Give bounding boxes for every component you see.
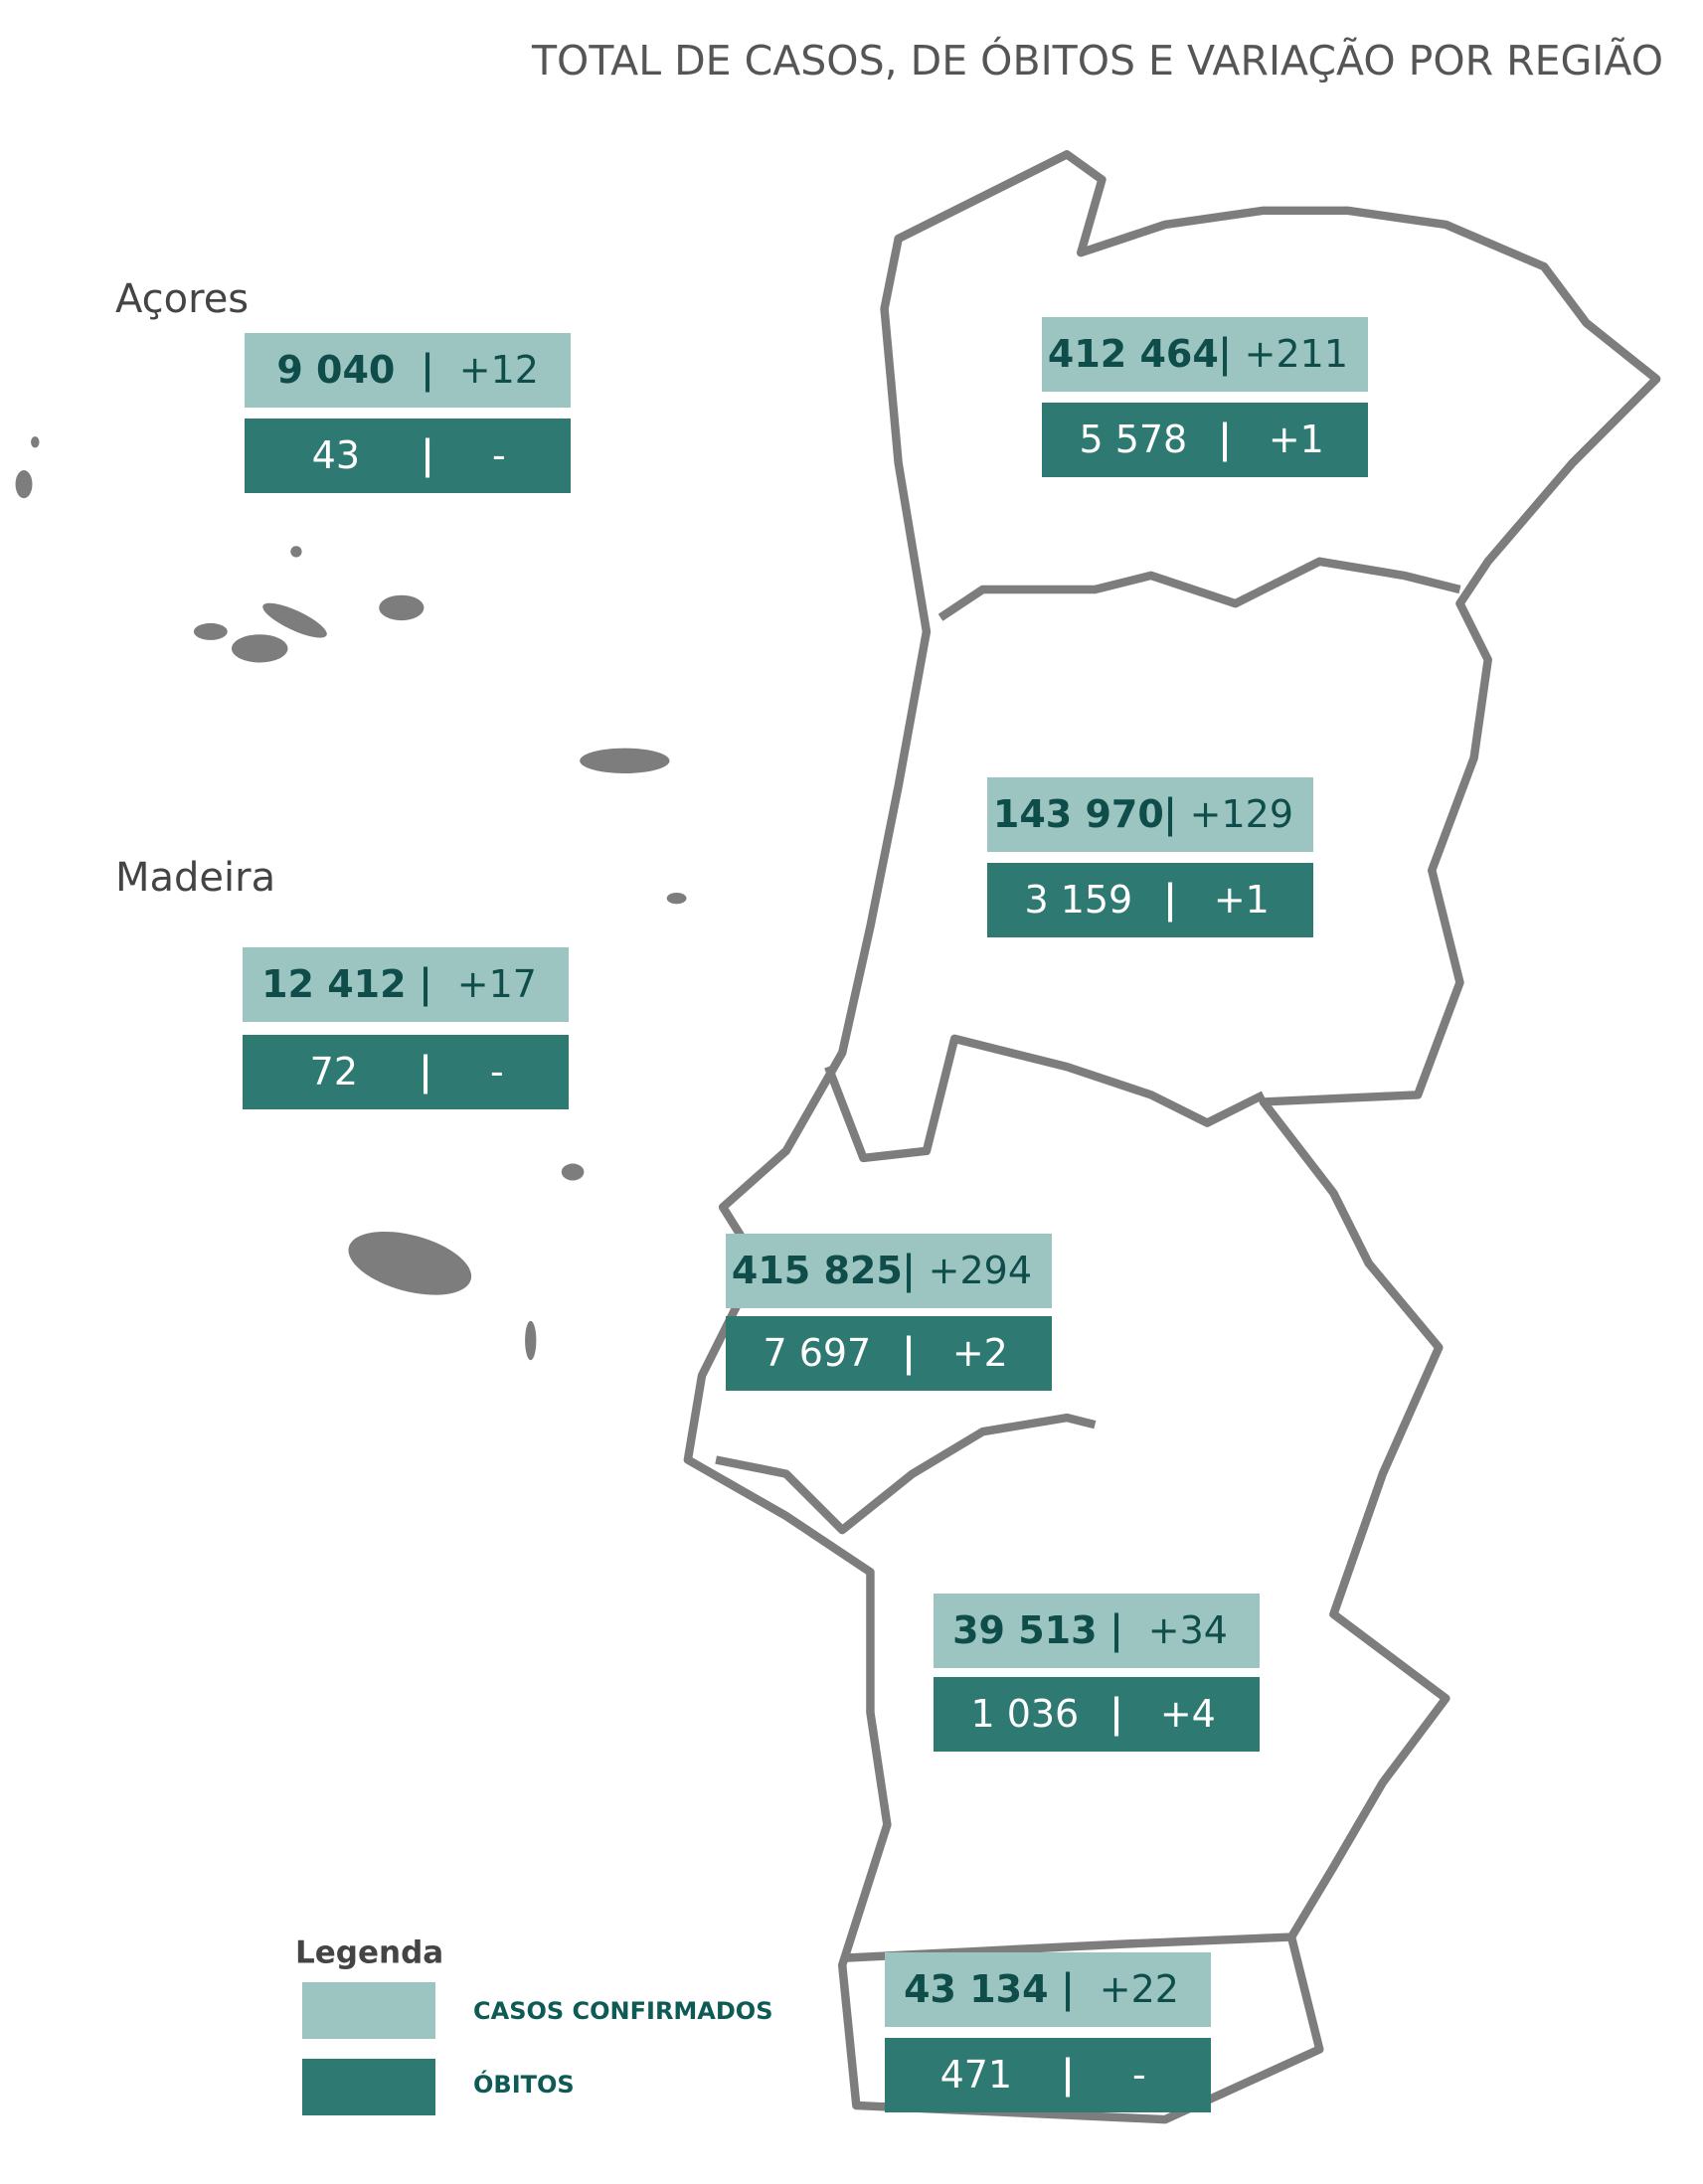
deaths-box bbox=[934, 1677, 1260, 1752]
deaths-change: - bbox=[490, 1050, 504, 1093]
separator bbox=[1223, 336, 1228, 377]
cases-value: 143 970 bbox=[993, 792, 1164, 836]
region-name: Açores bbox=[115, 276, 249, 322]
cases-box bbox=[245, 333, 571, 408]
cases-change: +34 bbox=[1148, 1608, 1228, 1652]
deaths-value: 43 bbox=[312, 433, 360, 477]
cases-box bbox=[885, 1952, 1211, 2027]
separator bbox=[1168, 796, 1173, 837]
deaths-box bbox=[243, 1035, 569, 1109]
deaths-value: 7 697 bbox=[763, 1331, 871, 1375]
legend-swatch bbox=[302, 2059, 435, 2115]
deaths-change: - bbox=[492, 433, 506, 477]
cases-box bbox=[934, 1594, 1260, 1668]
separator bbox=[424, 1054, 428, 1094]
title: TOTAL DE CASOS, DE ÓBITOS E VARIAÇÃO POR… bbox=[531, 37, 1663, 84]
deaths-change: +2 bbox=[952, 1331, 1008, 1375]
region-name: Madeira bbox=[115, 855, 275, 901]
deaths-change: +4 bbox=[1160, 1692, 1216, 1736]
deaths-box bbox=[1042, 403, 1368, 477]
deaths-value: 1 036 bbox=[970, 1692, 1079, 1736]
deaths-box bbox=[726, 1316, 1052, 1391]
cases-box bbox=[987, 777, 1313, 852]
deaths-box bbox=[245, 419, 571, 493]
cases-value: 415 825 bbox=[732, 1249, 903, 1292]
separator bbox=[426, 352, 430, 393]
separator bbox=[1066, 1971, 1071, 2012]
deaths-change: +1 bbox=[1214, 878, 1270, 922]
separator bbox=[907, 1335, 912, 1376]
separator bbox=[907, 1253, 912, 1293]
separator bbox=[1114, 1696, 1119, 1737]
deaths-value: 5 578 bbox=[1079, 418, 1187, 461]
separator bbox=[1066, 2057, 1071, 2098]
deaths-value: 471 bbox=[940, 2053, 1013, 2097]
legend-swatch bbox=[302, 1982, 435, 2039]
deaths-value: 3 159 bbox=[1024, 878, 1132, 922]
cases-value: 9 040 bbox=[276, 348, 395, 392]
deaths-value: 72 bbox=[310, 1050, 358, 1093]
deaths-box bbox=[987, 863, 1313, 937]
legend-label: ÓBITOS bbox=[473, 2069, 575, 2099]
cases-value: 43 134 bbox=[904, 1967, 1048, 2011]
deaths-box bbox=[885, 2038, 1211, 2112]
cases-change: +129 bbox=[1190, 792, 1293, 836]
separator bbox=[1114, 1612, 1119, 1653]
deaths-change: +1 bbox=[1269, 418, 1324, 461]
cases-box bbox=[726, 1234, 1052, 1308]
cases-box bbox=[243, 947, 569, 1022]
deaths-change: - bbox=[1132, 2053, 1146, 2097]
cases-change: +22 bbox=[1100, 1967, 1179, 2011]
separator bbox=[424, 966, 428, 1007]
legend-title: Legenda bbox=[295, 1935, 443, 1971]
separator bbox=[426, 437, 430, 478]
cases-box bbox=[1042, 317, 1368, 392]
cases-value: 39 513 bbox=[952, 1608, 1097, 1652]
cases-change: +17 bbox=[457, 962, 537, 1006]
separator bbox=[1223, 421, 1228, 462]
islands bbox=[15, 436, 687, 1361]
cases-change: +12 bbox=[459, 348, 539, 392]
cases-value: 12 412 bbox=[261, 962, 406, 1006]
legend-label: CASOS CONFIRMADOS bbox=[473, 1997, 773, 2025]
cases-value: 412 464 bbox=[1048, 332, 1219, 376]
cases-change: +211 bbox=[1245, 332, 1348, 376]
cases-change: +294 bbox=[929, 1249, 1032, 1292]
separator bbox=[1168, 882, 1173, 923]
